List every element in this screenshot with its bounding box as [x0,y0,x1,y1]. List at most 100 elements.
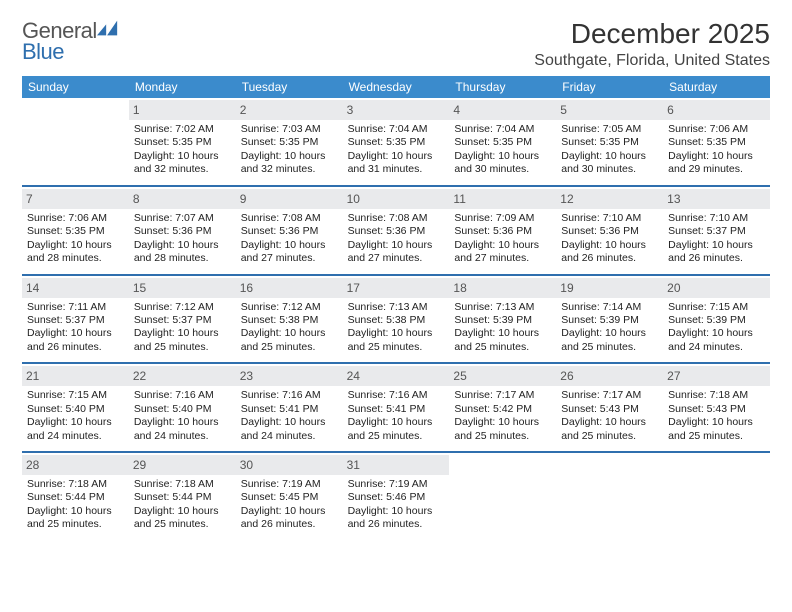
day-info: Sunrise: 7:16 AMSunset: 5:40 PMDaylight:… [134,389,231,443]
weeks-container: .1Sunrise: 7:02 AMSunset: 5:35 PMDayligh… [22,98,770,540]
calendar-cell: 12Sunrise: 7:10 AMSunset: 5:36 PMDayligh… [556,187,663,274]
day-info-line: Sunrise: 7:06 AM [27,212,124,225]
day-info-line: Daylight: 10 hours [348,150,445,163]
calendar-cell: . [663,453,770,540]
day-info-line: Sunrise: 7:18 AM [27,478,124,491]
day-info-line: and 24 minutes. [668,341,765,354]
day-number: 1 [129,100,236,120]
day-info-line: and 25 minutes. [348,341,445,354]
day-number: 18 [449,278,556,298]
dow-header: Monday [129,76,236,98]
calendar-week: .1Sunrise: 7:02 AMSunset: 5:35 PMDayligh… [22,98,770,185]
day-info: Sunrise: 7:10 AMSunset: 5:37 PMDaylight:… [668,212,765,266]
day-info: Sunrise: 7:19 AMSunset: 5:45 PMDaylight:… [241,478,338,532]
calendar-cell: 20Sunrise: 7:15 AMSunset: 5:39 PMDayligh… [663,276,770,363]
header: General Blue December 2025 Southgate, Fl… [22,18,770,70]
day-info-line: Sunrise: 7:10 AM [561,212,658,225]
day-info-line: and 26 minutes. [241,518,338,531]
day-info-line: Daylight: 10 hours [348,505,445,518]
day-info-line: Sunrise: 7:02 AM [134,123,231,136]
day-info-line: Daylight: 10 hours [241,239,338,252]
day-info-line: Daylight: 10 hours [241,505,338,518]
day-info-line: Sunrise: 7:19 AM [348,478,445,491]
day-number: 27 [663,366,770,386]
day-info-line: Sunrise: 7:13 AM [348,301,445,314]
calendar-cell: 30Sunrise: 7:19 AMSunset: 5:45 PMDayligh… [236,453,343,540]
day-info: Sunrise: 7:18 AMSunset: 5:43 PMDaylight:… [668,389,765,443]
day-info-line: and 30 minutes. [561,163,658,176]
day-info-line: Daylight: 10 hours [454,239,551,252]
day-info-line: Sunset: 5:35 PM [27,225,124,238]
day-info-line: Sunrise: 7:09 AM [454,212,551,225]
day-info-line: Sunset: 5:46 PM [348,491,445,504]
day-info-line: Sunrise: 7:15 AM [27,389,124,402]
day-info-line: Sunrise: 7:11 AM [27,301,124,314]
calendar-cell: 23Sunrise: 7:16 AMSunset: 5:41 PMDayligh… [236,364,343,451]
day-info-line: Daylight: 10 hours [241,327,338,340]
calendar-cell: . [22,98,129,185]
dow-header: Wednesday [343,76,450,98]
day-info-line: and 25 minutes. [27,518,124,531]
calendar-cell: 28Sunrise: 7:18 AMSunset: 5:44 PMDayligh… [22,453,129,540]
day-info-line: Sunrise: 7:03 AM [241,123,338,136]
calendar-week: 21Sunrise: 7:15 AMSunset: 5:40 PMDayligh… [22,362,770,451]
day-info-line: Daylight: 10 hours [134,416,231,429]
day-info-line: and 24 minutes. [27,430,124,443]
day-info-line: and 25 minutes. [454,341,551,354]
calendar-cell: 1 Sunrise: 7:02 AMSunset: 5:35 PMDaylight… [129,98,236,185]
calendar-cell: . [556,453,663,540]
day-number: 22 [129,366,236,386]
day-info-line: Sunset: 5:35 PM [241,136,338,149]
day-info-line: Daylight: 10 hours [134,239,231,252]
day-info-line: Sunset: 5:36 PM [348,225,445,238]
day-info-line: Sunset: 5:37 PM [668,225,765,238]
day-info-line: and 29 minutes. [668,163,765,176]
day-info-line: and 25 minutes. [134,518,231,531]
day-number: 16 [236,278,343,298]
day-info: Sunrise: 7:08 AMSunset: 5:36 PMDaylight:… [348,212,445,266]
day-info-line: Sunset: 5:35 PM [134,136,231,149]
day-info-line: Daylight: 10 hours [561,327,658,340]
day-number: 10 [343,189,450,209]
day-info-line: and 32 minutes. [241,163,338,176]
location: Southgate, Florida, United States [534,52,770,70]
day-info-line: Sunrise: 7:12 AM [134,301,231,314]
day-number: 6 [663,100,770,120]
day-number: 19 [556,278,663,298]
day-info-line: Daylight: 10 hours [27,416,124,429]
day-info-line: Sunrise: 7:15 AM [668,301,765,314]
calendar-cell: 3Sunrise: 7:04 AMSunset: 5:35 PMDaylight… [343,98,450,185]
day-number: 15 [129,278,236,298]
day-info-line: Sunset: 5:44 PM [27,491,124,504]
day-info: Sunrise: 7:12 AMSunset: 5:38 PMDaylight:… [241,301,338,355]
day-info-line: and 26 minutes. [27,341,124,354]
calendar-cell: 26Sunrise: 7:17 AMSunset: 5:43 PMDayligh… [556,364,663,451]
dow-header: Saturday [663,76,770,98]
day-info: Sunrise: 7:07 AMSunset: 5:36 PMDaylight:… [134,212,231,266]
day-info: Sunrise: 7:18 AMSunset: 5:44 PMDaylight:… [134,478,231,532]
day-number: 23 [236,366,343,386]
day-info-line: Sunrise: 7:13 AM [454,301,551,314]
day-info-line: Daylight: 10 hours [348,239,445,252]
day-info-line: Daylight: 10 hours [668,150,765,163]
day-info-line: Daylight: 10 hours [561,239,658,252]
day-number: 29 [129,455,236,475]
day-info: Sunrise: 7:17 AMSunset: 5:43 PMDaylight:… [561,389,658,443]
day-number: 20 [663,278,770,298]
day-info: Sunrise: 7:02 AMSunset: 5:35 PMDaylight:… [134,123,231,177]
day-info-line: Sunrise: 7:18 AM [134,478,231,491]
day-number: 17 [343,278,450,298]
logo-word-blue: Blue [22,39,64,64]
day-info-line: Sunset: 5:35 PM [668,136,765,149]
day-info-line: Daylight: 10 hours [561,150,658,163]
day-info-line: Sunrise: 7:08 AM [348,212,445,225]
day-info: Sunrise: 7:12 AMSunset: 5:37 PMDaylight:… [134,301,231,355]
day-info-line: Sunrise: 7:18 AM [668,389,765,402]
day-info-line: and 30 minutes. [454,163,551,176]
day-number: 25 [449,366,556,386]
day-info-line: and 26 minutes. [668,252,765,265]
day-number: 14 [22,278,129,298]
calendar-cell: 13Sunrise: 7:10 AMSunset: 5:37 PMDayligh… [663,187,770,274]
day-info-line: Sunrise: 7:04 AM [348,123,445,136]
day-info-line: Sunset: 5:39 PM [454,314,551,327]
